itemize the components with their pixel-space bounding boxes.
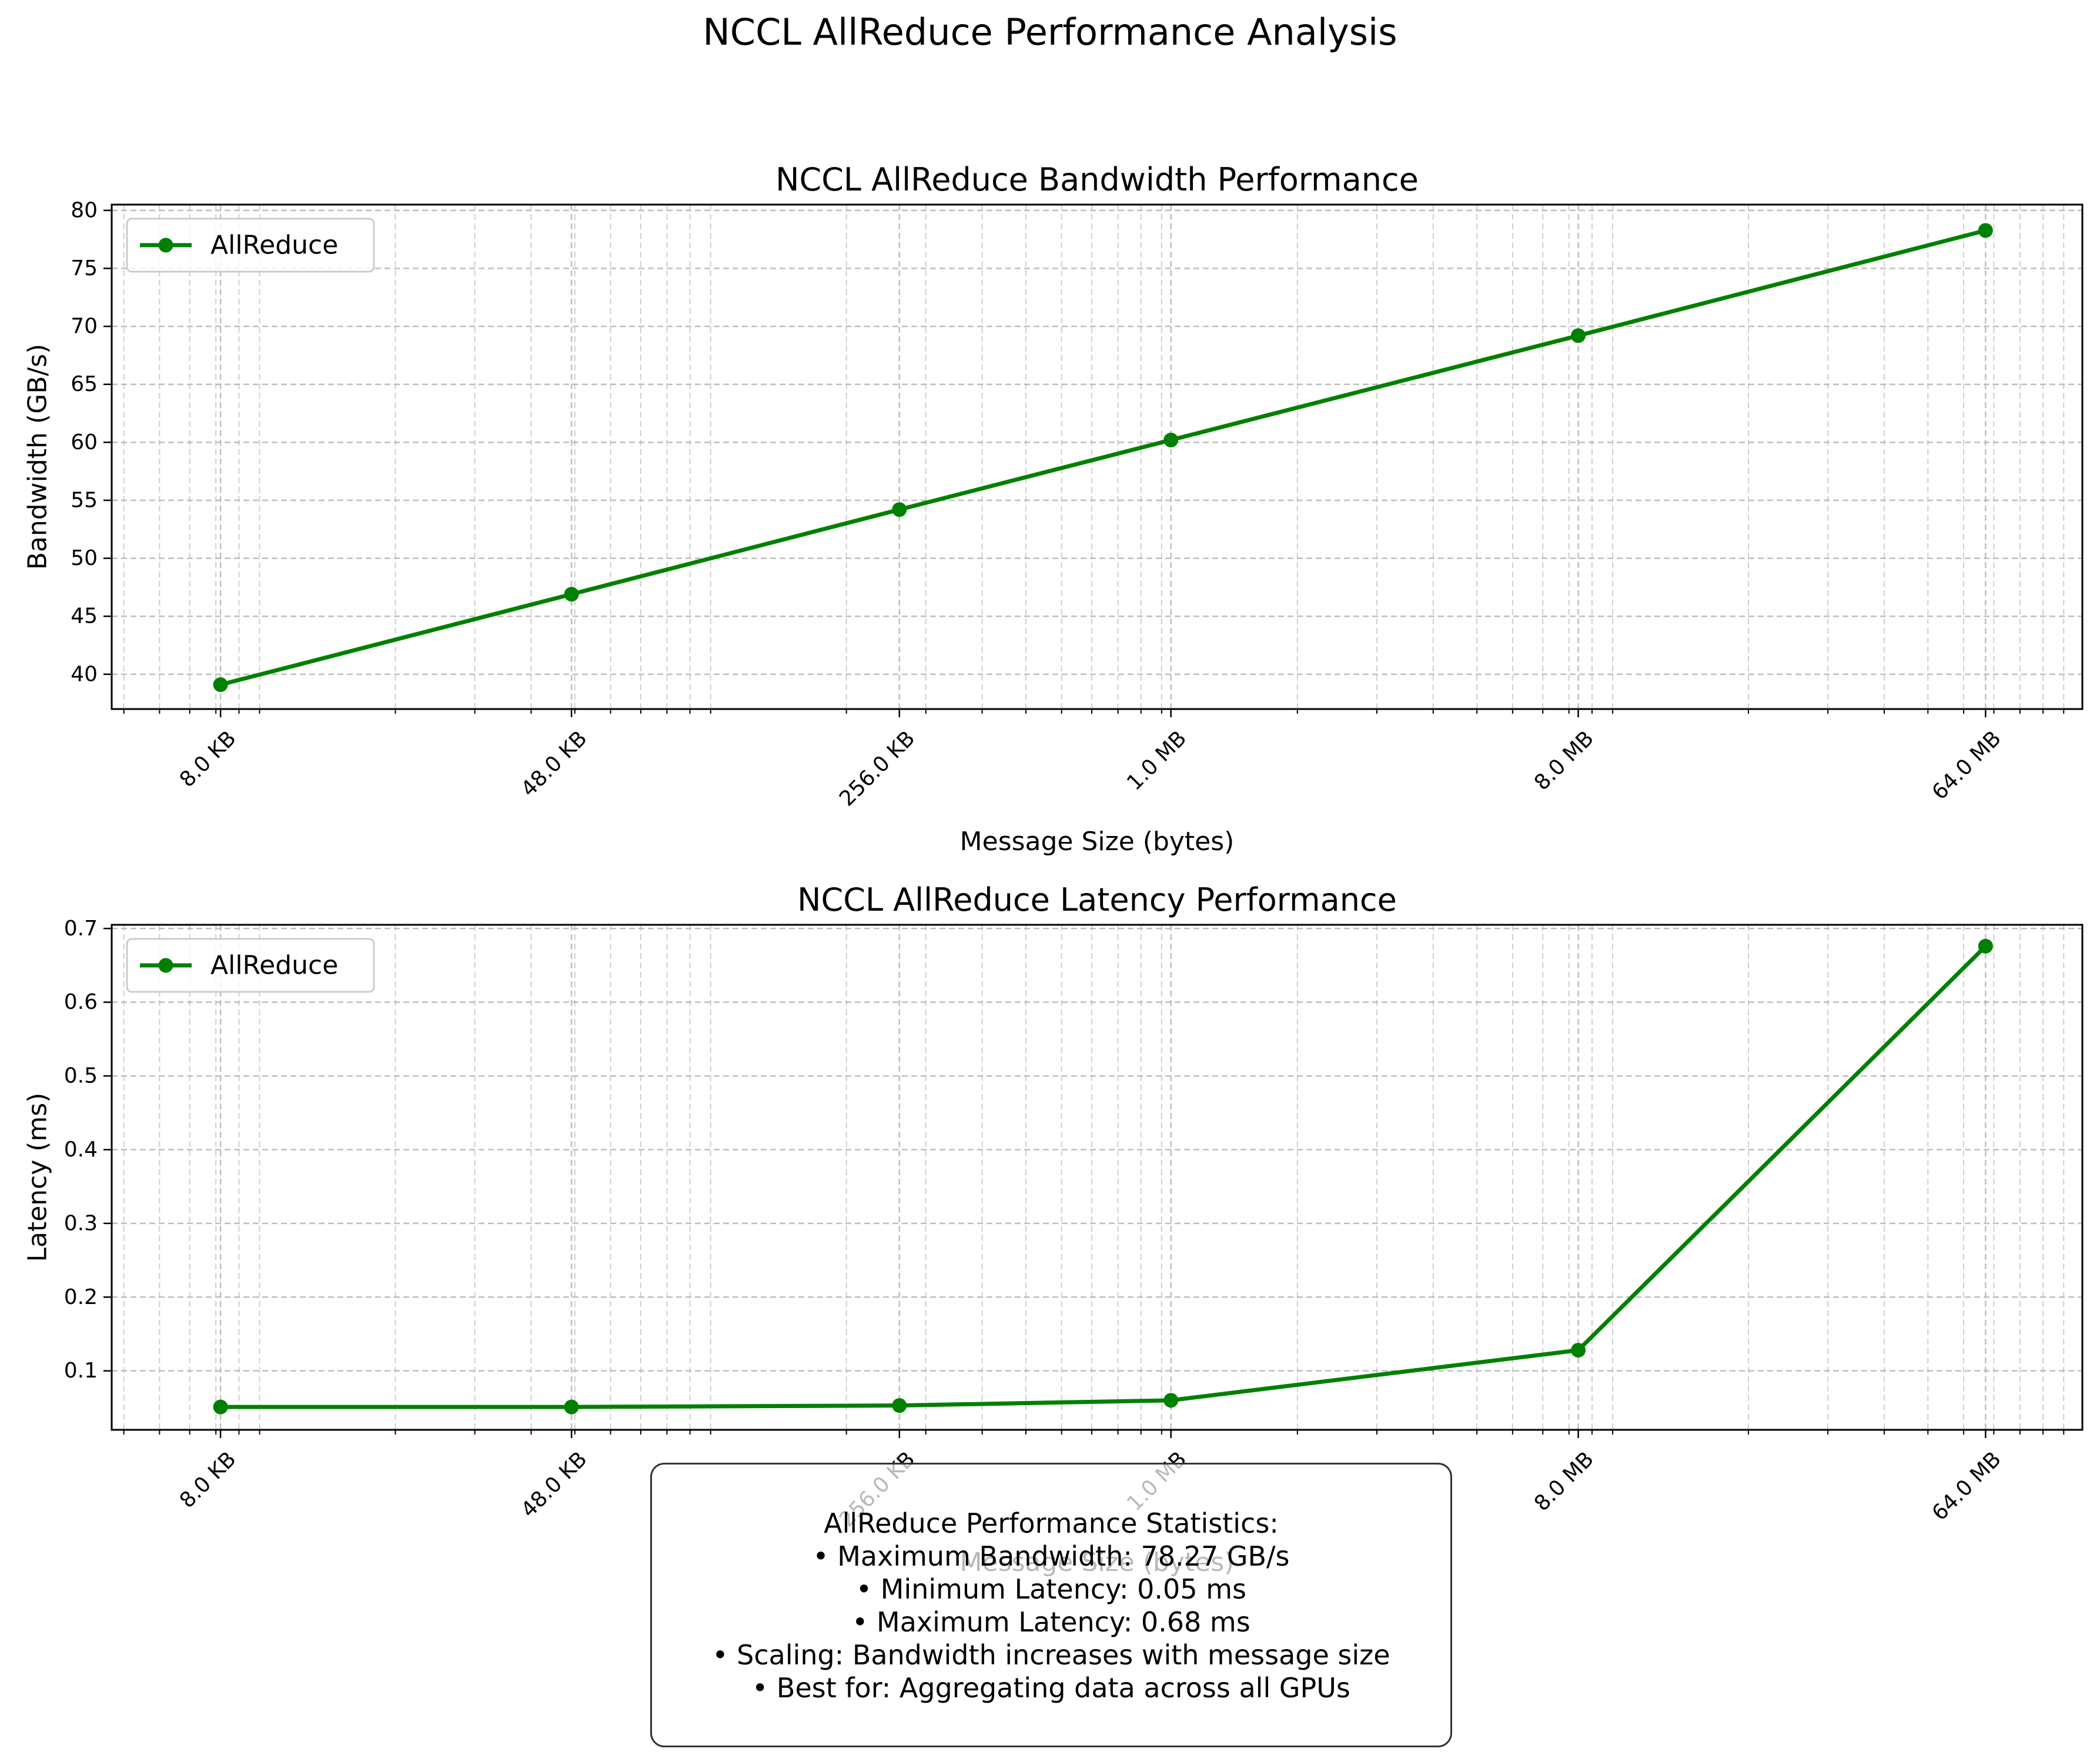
data-point [892, 1398, 907, 1413]
x-axis-label: Message Size (bytes) [960, 827, 1235, 857]
data-point [1571, 328, 1586, 343]
legend-label: AllReduce [210, 951, 338, 981]
y-tick-label: 0.5 [64, 1064, 98, 1088]
series-line [220, 228, 1987, 687]
y-tick-label: 0.7 [64, 917, 98, 941]
y-axis-label: Bandwidth (GB/s) [23, 344, 53, 570]
data-point [564, 587, 579, 602]
stats-line: • Maximum Bandwidth: 78.27 GB/s [812, 1540, 1290, 1572]
y-tick-label: 50 [71, 546, 98, 570]
y-tick-label: 55 [71, 488, 98, 512]
data-point [564, 1399, 579, 1415]
y-tick-label: 75 [71, 256, 98, 280]
y-tick-label: 40 [71, 662, 98, 686]
x-tick-label: 8.0 KB [175, 1447, 241, 1513]
figure-title: NCCL AllReduce Performance Analysis [703, 11, 1397, 54]
data-point [213, 1399, 228, 1415]
x-tick-label: 8.0 MB [1530, 1447, 1599, 1516]
data-point [1163, 1393, 1179, 1408]
y-tick-label: 0.3 [64, 1211, 98, 1235]
stats-line: • Maximum Latency: 0.68 ms [852, 1606, 1250, 1638]
legend-label: AllReduce [210, 230, 338, 260]
x-tick-label: 48.0 KB [517, 726, 592, 801]
stats-line: • Scaling: Bandwidth increases with mess… [712, 1639, 1390, 1671]
stats-line: • Minimum Latency: 0.05 ms [856, 1573, 1246, 1605]
y-tick-label: 0.1 [64, 1359, 98, 1383]
data-point [1978, 938, 1993, 954]
y-tick-label: 80 [71, 198, 98, 222]
data-point [213, 677, 228, 693]
x-tick-label: 64.0 MB [1928, 1447, 2006, 1525]
legend-box [126, 938, 375, 993]
x-tick-label: 48.0 KB [517, 1447, 592, 1522]
y-tick-label: 65 [71, 372, 98, 396]
y-axis-label: Latency (ms) [23, 1092, 53, 1262]
y-tick-label: 45 [71, 604, 98, 628]
x-tick-label: 64.0 MB [1928, 726, 2006, 804]
data-point [892, 502, 907, 517]
x-tick-label: 1.0 MB [1122, 726, 1191, 795]
chart-title: NCCL AllReduce Latency Performance [797, 881, 1397, 918]
plot-frame [111, 203, 2084, 710]
data-point [1978, 223, 1993, 238]
y-tick-label: 0.6 [64, 990, 98, 1014]
stats-heading: AllReduce Performance Statistics: [824, 1507, 1279, 1539]
x-tick-label: 8.0 MB [1530, 726, 1599, 795]
data-point [1163, 432, 1179, 447]
series-line [220, 944, 1987, 1409]
data-point [1571, 1343, 1586, 1358]
plot-frame [111, 924, 2084, 1431]
y-tick-label: 70 [71, 315, 98, 339]
legend-box [126, 218, 375, 273]
y-tick-label: 60 [71, 430, 98, 454]
y-tick-label: 0.4 [64, 1138, 98, 1162]
legend-marker [158, 238, 173, 253]
stats-box: AllReduce Performance Statistics: • Maxi… [650, 1463, 1452, 1747]
stats-line: • Best for: Aggregating data across all … [752, 1672, 1350, 1704]
x-tick-label: 256.0 KB [835, 726, 919, 811]
chart-title: NCCL AllReduce Bandwidth Performance [775, 161, 1419, 198]
y-tick-label: 0.2 [64, 1285, 98, 1309]
legend-marker [158, 958, 173, 973]
x-tick-label: 8.0 KB [175, 726, 241, 792]
